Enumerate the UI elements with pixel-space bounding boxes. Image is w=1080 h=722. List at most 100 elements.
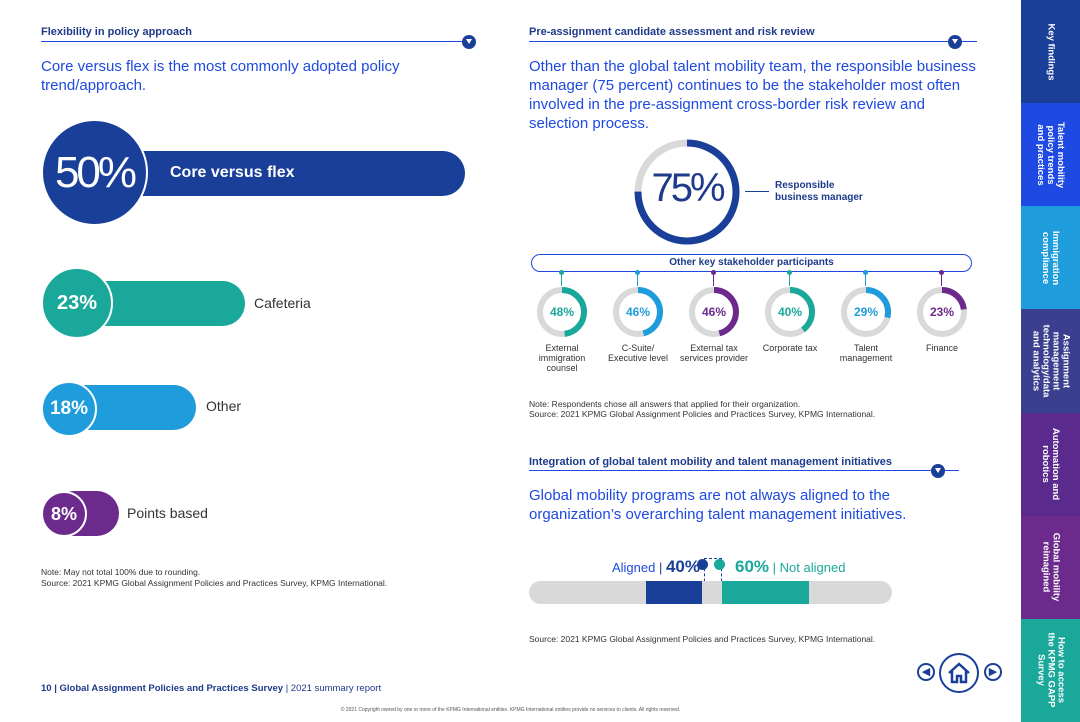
- sidebar-tab-label: and analytics: [1030, 330, 1042, 392]
- right-bottom-section-title: Integration of global talent mobility an…: [529, 456, 893, 468]
- policy-bar-label: Other: [206, 398, 242, 414]
- stakeholder-group-pill: [531, 254, 972, 272]
- policy-pct-circle: 18%: [41, 381, 97, 437]
- stakeholder-connector: [789, 272, 790, 286]
- policy-bar-label: Points based: [127, 505, 208, 521]
- sidebar-tab-label: Talent mobility: [1055, 121, 1067, 188]
- sidebar-tab-text: Immigration compliance: [1040, 230, 1062, 286]
- stakeholder-label-line: External: [545, 343, 579, 353]
- sidebar-tab[interactable]: Automation and robotics: [1021, 412, 1080, 516]
- alignment-bar-aligned-fill: [646, 581, 702, 604]
- previous-page-icon[interactable]: ◀: [917, 663, 935, 681]
- stakeholder-connector-dot: [787, 270, 792, 275]
- sidebar-tab-label: Immigration: [1050, 230, 1062, 286]
- stakeholder-label: Corporate tax: [745, 343, 835, 353]
- sidebar-tab-label: robotics: [1040, 445, 1052, 483]
- not-aligned-pct: 60%: [735, 557, 770, 576]
- sidebar-tab-label: compliance: [1040, 231, 1052, 284]
- stakeholder-connector-dot: [635, 270, 640, 275]
- sidebar-tab-label: the KPMG GAPP: [1045, 632, 1057, 708]
- sidebar-tab[interactable]: Global mobility reimagined: [1021, 515, 1080, 619]
- right-top-expand-chevron-icon[interactable]: [948, 35, 962, 49]
- sidebar-tab-text: How to access the KPMG GAPP Survey: [1035, 632, 1067, 708]
- donut-arc: [917, 287, 967, 337]
- not-aligned-marker-dot: [714, 559, 725, 570]
- stakeholder-label: Talent management: [821, 343, 911, 363]
- stakeholder-label-line: C-Suite/: [621, 343, 655, 353]
- stakeholder-donut: [765, 287, 815, 337]
- donut-arc: [634, 139, 740, 245]
- stakeholder-connector: [637, 272, 638, 286]
- sidebar-tab-label: and practices: [1035, 124, 1047, 186]
- stakeholder-connector: [941, 272, 942, 286]
- left-expand-chevron-icon[interactable]: [462, 35, 476, 49]
- responsible-manager-donut: [634, 139, 740, 245]
- sidebar-tab-label: Survey: [1035, 654, 1047, 687]
- home-icon-glyph: [948, 662, 970, 684]
- stakeholder-pct: 46%: [625, 305, 651, 319]
- page-number: 10: [41, 683, 52, 694]
- stakeholder-connector: [713, 272, 714, 286]
- report-title: Global Assignment Policies and Practices…: [59, 683, 284, 694]
- stakeholder-donut: [917, 287, 967, 337]
- stakeholder-connector-dot: [939, 270, 944, 275]
- stakeholder-label-line: Executive level: [607, 353, 669, 363]
- aligned-label: Aligned: [611, 560, 656, 575]
- policy-bar-label: Cafeteria: [254, 295, 311, 311]
- sidebar-tab[interactable]: Key findings: [1021, 0, 1080, 104]
- sidebar-tab[interactable]: Talent mobility policy trends and practice…: [1021, 103, 1080, 207]
- policy-bar-label: Core versus flex: [170, 164, 295, 181]
- sidebar-tab-text: Assignment management technology/data and a…: [1030, 324, 1072, 398]
- right-top-lead-text: Other than the global talent mobility te…: [529, 58, 976, 132]
- sidebar-tab-label: management: [1050, 331, 1062, 391]
- stakeholder-label: C-Suite/Executive level: [593, 343, 683, 363]
- main-donut-label-line-2: business manager: [775, 192, 863, 203]
- main-donut-leader-line: [745, 191, 769, 192]
- sidebar-tab[interactable]: How to access the KPMG GAPP Survey: [1021, 618, 1080, 722]
- main-donut-label-line-1: Responsible: [775, 180, 835, 191]
- stakeholder-group-title: Other key stakeholder participants: [669, 257, 834, 268]
- right-bottom-expand-chevron-icon[interactable]: [931, 464, 945, 478]
- footer-sep-2: |: [285, 683, 289, 694]
- stakeholder-label: Finance: [897, 343, 987, 353]
- next-page-icon[interactable]: ▶: [984, 663, 1002, 681]
- home-icon[interactable]: [939, 653, 979, 693]
- stakeholder-label-line: counsel: [546, 363, 578, 373]
- sidebar-tab-label: How to access: [1055, 637, 1067, 704]
- aligned-pct: 40%: [665, 557, 700, 576]
- stakeholder-pct: 40%: [777, 305, 803, 319]
- policy-pct-circle: 8%: [41, 491, 87, 537]
- sidebar-tab-label: technology/data: [1040, 324, 1052, 398]
- donut-arc: [537, 287, 587, 337]
- not-aligned-label-group: 60% | Not aligned: [735, 557, 845, 577]
- main-donut-pct: 75%: [651, 166, 725, 210]
- stakeholder-connector-dot: [863, 270, 868, 275]
- aligned-sep: |: [658, 560, 663, 575]
- copyright: © 2021 Copyright owned by one or more of…: [340, 707, 681, 713]
- right-top-source: Source: 2021 KPMG Global Assignment Poli…: [529, 409, 876, 419]
- sidebar-tab-label: Key findings: [1045, 23, 1057, 81]
- footer-sep-1: |: [54, 683, 57, 694]
- aligned-label-group: Aligned | 40%: [580, 557, 700, 577]
- stakeholder-connector: [865, 272, 866, 286]
- stakeholder-connector-dot: [559, 270, 564, 275]
- left-note: Note: May not total 100% due to rounding…: [41, 567, 201, 577]
- right-bottom-section-rule: [529, 470, 959, 471]
- sidebar-tab-text: Talent mobility policy trends and practice…: [1035, 121, 1067, 188]
- sidebar-tab-label: policy trends: [1045, 125, 1057, 185]
- page-footer: 10 | Global Assignment Policies and Prac…: [41, 683, 381, 694]
- sidebar-tab[interactable]: Immigration compliance: [1021, 206, 1080, 310]
- stakeholder-label: External tax services provider: [669, 343, 759, 363]
- right-bottom-lead-text: Global mobility programs are not always …: [529, 487, 907, 523]
- donut-arc: [613, 287, 663, 337]
- stakeholder-label-line: management: [839, 353, 893, 363]
- not-aligned-label: Not aligned: [779, 560, 846, 575]
- donut-arc: [765, 287, 815, 337]
- sidebar-tab-text: Key findings: [1045, 23, 1057, 81]
- stakeholder-connector: [561, 272, 562, 286]
- sidebar-tab-text: Global mobility reimagined: [1041, 533, 1062, 602]
- stakeholder-donut: [841, 287, 891, 337]
- left-section-rule: [41, 41, 471, 42]
- sidebar-tab[interactable]: Assignment management technology/data and a…: [1021, 309, 1080, 413]
- stakeholder-pct: 48%: [549, 305, 575, 319]
